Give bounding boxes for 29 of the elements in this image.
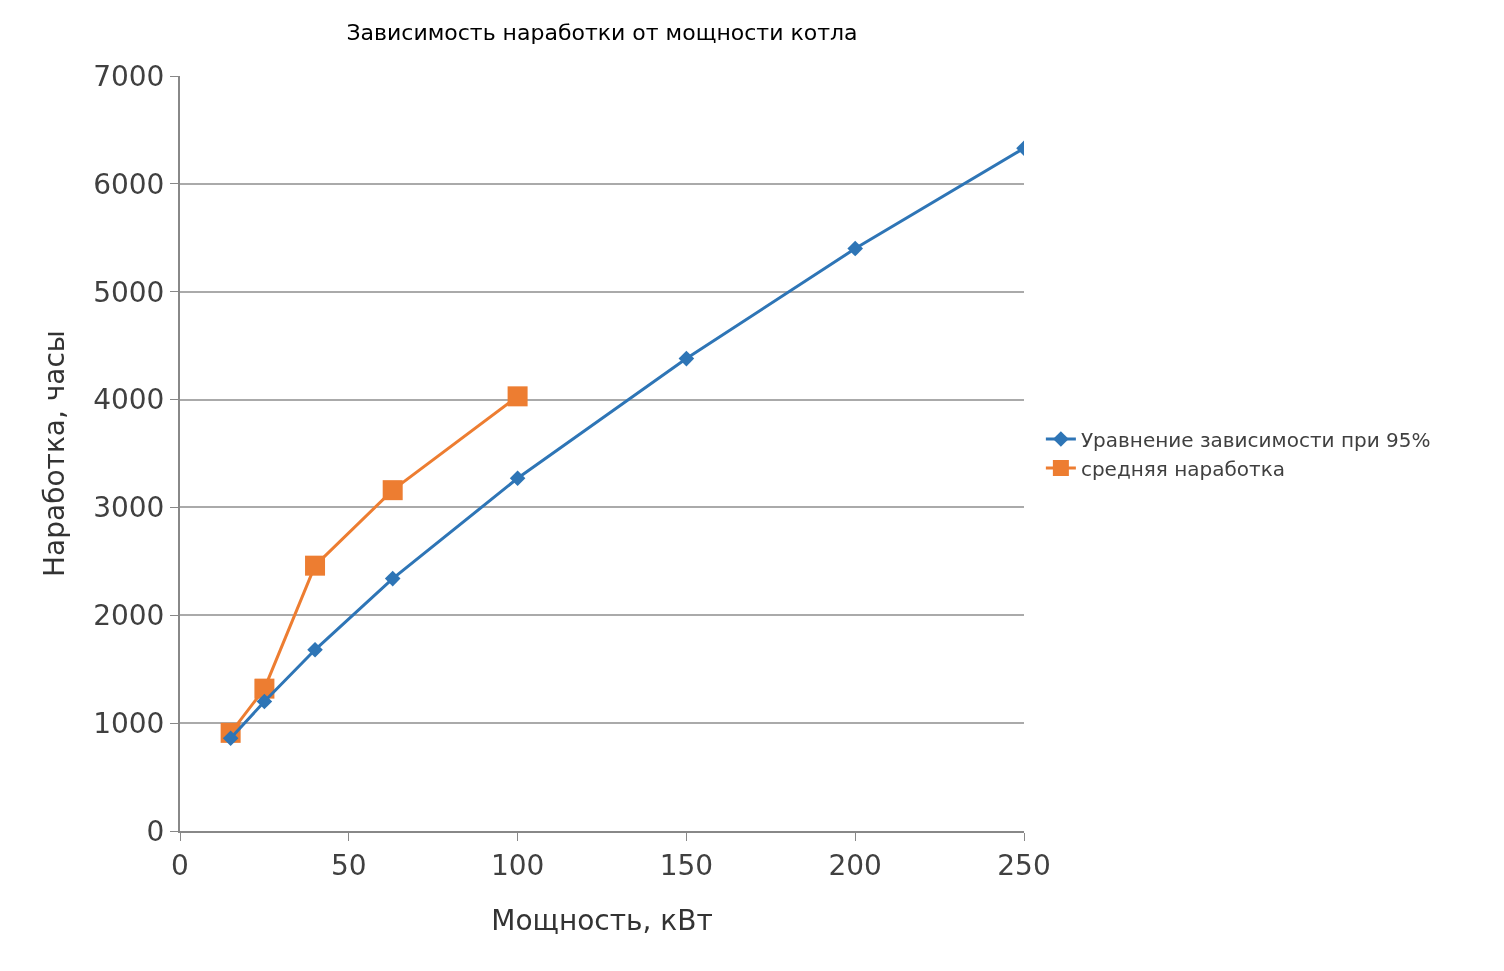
point: [307, 642, 323, 658]
y-tick-label: 2000: [93, 599, 165, 633]
x-tick-label: 100: [490, 848, 545, 882]
legend-label: средняя наработка: [1080, 456, 1286, 481]
y-tick-label: 7000: [93, 59, 165, 93]
point: [507, 386, 528, 407]
x-tick-label: 150: [659, 848, 714, 882]
y-tick-label: 5000: [93, 275, 165, 309]
point: [256, 693, 273, 710]
chart-title: Зависимость наработки от мощности котла: [346, 19, 858, 45]
point: [305, 555, 326, 576]
x-tick-label: 250: [997, 848, 1051, 882]
y-tick-label: 3000: [93, 491, 165, 525]
point: [678, 350, 695, 367]
point: [509, 470, 526, 487]
point: [384, 570, 401, 587]
point: [847, 240, 863, 257]
point: [222, 730, 239, 747]
y-tick-label: 4000: [93, 383, 165, 417]
legend-label: Уравнение зависимости при 95%: [1080, 427, 1431, 452]
x-tick-label: 50: [330, 848, 367, 882]
x-tick-label: 0: [171, 848, 189, 882]
y-tick-label: 6000: [93, 167, 165, 201]
x-axis-title: Мощность, кВт: [491, 904, 713, 938]
y-tick-label: 0: [146, 814, 165, 848]
y-tick-label: 1000: [93, 706, 165, 740]
y-axis-title: Наработка, часы: [38, 330, 72, 577]
point: [382, 480, 403, 501]
x-tick-label: 200: [828, 848, 882, 882]
